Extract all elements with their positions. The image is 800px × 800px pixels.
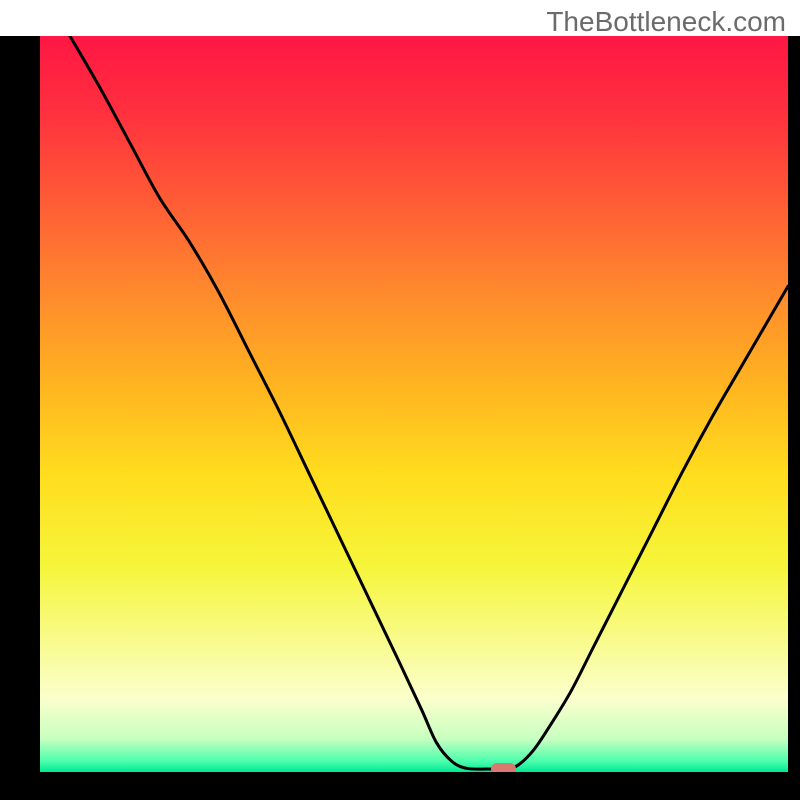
watermark-text: TheBottleneck.com <box>546 6 786 38</box>
plot-area <box>40 36 788 772</box>
optimum-marker <box>491 763 516 772</box>
bottleneck-curve <box>40 36 788 772</box>
chart-frame <box>0 36 800 800</box>
